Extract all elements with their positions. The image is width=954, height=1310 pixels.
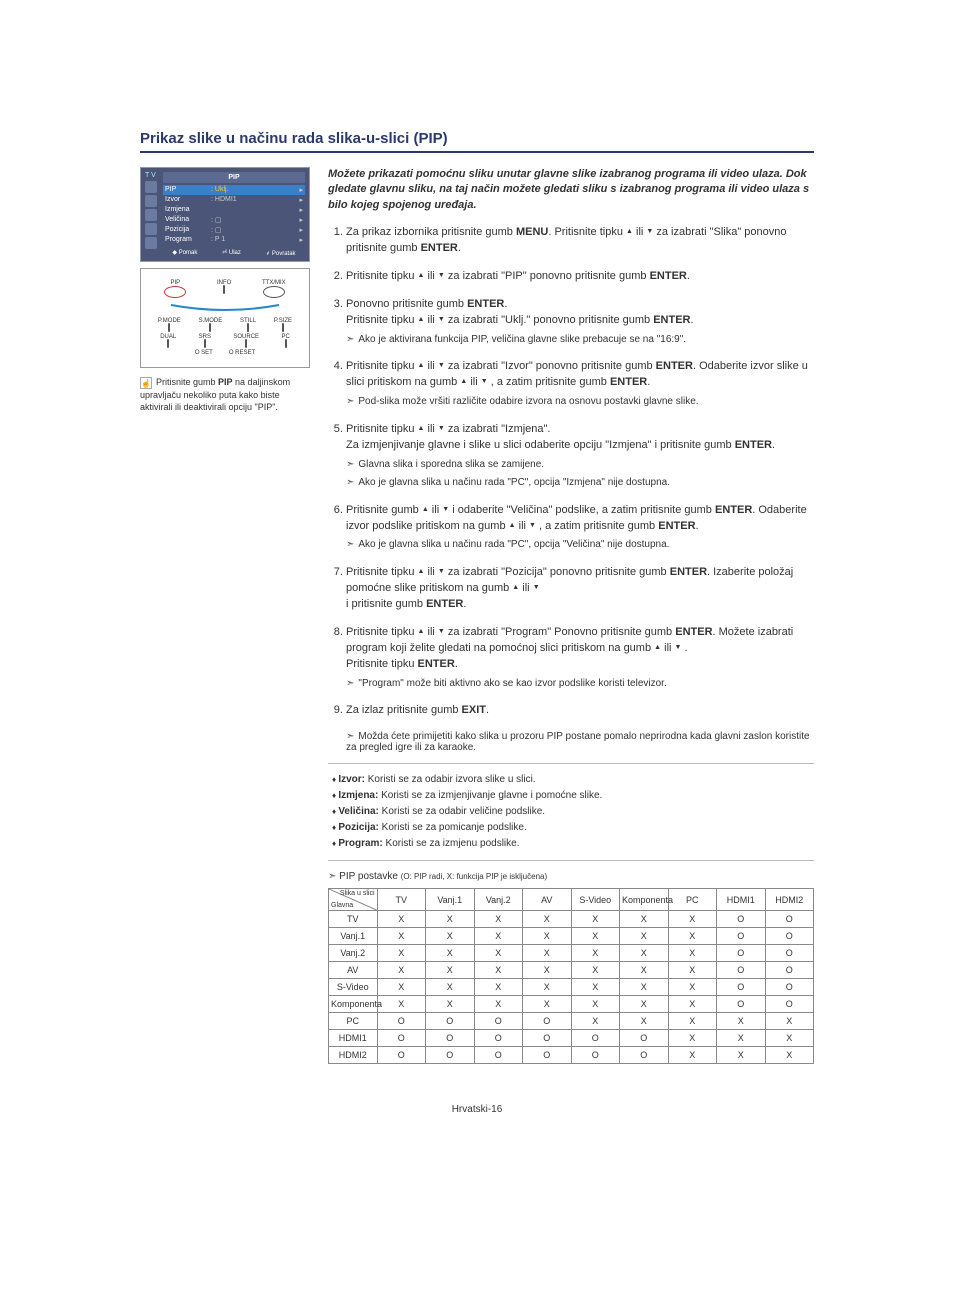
step-item: Pritisnite tipku ili za izabrati "Izvor"… [346,359,814,409]
page-footer: Hrvatski-16 [140,1104,814,1115]
menu-icon [145,195,157,207]
table-row: TVXXXXXXXOO [329,911,814,928]
menu-icon [145,209,157,221]
table-row: Vanj.1XXXXXXXOO [329,928,814,945]
definition-row: Program: Koristi se za izmjenu podslike. [332,836,810,852]
table-col-header: TV [377,889,426,911]
osd-footer: ◆ Pomak ⏎ Ulaz ⸙ Povratak [163,249,305,257]
table-row: S-VideoXXXXXXXOO [329,979,814,996]
definition-row: Izmjena: Koristi se za izmjenjivanje gla… [332,788,810,804]
table-col-header: Vanj.2 [474,889,523,911]
note-text: ☝Pritisnite gumb PIP na daljinskom uprav… [140,376,310,414]
right-column: Možete prikazati pomoćnu sliku unutar gl… [328,167,814,1064]
step-item: Pritisnite tipku ili za izabrati "Izmjen… [346,422,814,491]
content: T V PIP PIP: Uklj.▸Izvor: HDMI1▸Izmjena▸… [140,167,814,1064]
step-item: Za prikaz izbornika pritisnite gumb MENU… [346,225,814,257]
table-title: PIP postavke (O: PIP radi, X: funkcija P… [328,871,814,882]
remote-btn: O SET [195,350,213,356]
osd-menu: T V PIP PIP: Uklj.▸Izvor: HDMI1▸Izmjena▸… [140,167,310,262]
osd-panel-title: PIP [163,172,305,183]
intro-text: Možete prikazati pomoćnu sliku unutar gl… [328,167,814,213]
step-item: Pritisnite gumb ili i odaberite "Veličin… [346,503,814,553]
osd-footer-move: ◆ Pomak [172,249,197,257]
table-row: PCOOOOXXXXX [329,1013,814,1030]
definition-row: Pozicija: Koristi se za pomicanje podsli… [332,820,810,836]
osd-footer-enter: ⏎ Ulaz [222,249,241,257]
note-part: Pritisnite gumb [156,377,218,387]
step-item: Pritisnite tipku ili za izabrati "Progra… [346,625,814,691]
table-row: KomponentaXXXXXXXOO [329,996,814,1013]
table-title-text: PIP postavke [339,871,401,882]
table-col-header: Komponenta [620,889,669,911]
definition-row: Veličina: Koristi se za odabir veličine … [332,804,810,820]
table-col-header: HDMI2 [765,889,814,911]
step-item: Pritisnite tipku ili za izabrati "Pozici… [346,565,814,613]
menu-icon [145,237,157,249]
remote-diagram: PIP INFO TTX/MIX P.MODE S.MODE STILL P.S… [140,268,310,368]
table-col-header: PC [668,889,717,911]
step-item: Za izlaz pritisnite gumb EXIT. [346,703,814,719]
table-col-header: AV [523,889,572,911]
note-bold: PIP [218,377,233,387]
step-item: Ponovno pritisnite gumb ENTER.Pritisnite… [346,297,814,347]
table-col-header: Vanj.1 [426,889,475,911]
pip-table: Slika u sliciGlavnaTVVanj.1Vanj.2AVS-Vid… [328,888,814,1064]
tv-header: T V [145,172,159,179]
remote-line-icon [165,303,285,313]
left-column: T V PIP PIP: Uklj.▸Izvor: HDMI1▸Izmjena▸… [140,167,310,1064]
remote-btn: O RESET [229,350,255,356]
definitions-box: Izvor: Koristi se za odabir izvora slike… [328,763,814,861]
table-col-header: HDMI1 [717,889,766,911]
table-legend: (O: PIP radi, X: funkcija PIP je isključ… [401,872,547,881]
table-col-header: S-Video [571,889,620,911]
step-item: Pritisnite tipku ili za izabrati "PIP" p… [346,269,814,285]
page-title: Prikaz slike u načinu rada slika-u-slici… [140,130,814,153]
hand-icon: ☝ [140,377,152,389]
table-row: AVXXXXXXXOO [329,962,814,979]
steps-list: Za prikaz izbornika pritisnite gumb MENU… [328,225,814,719]
table-row: Vanj.2XXXXXXXOO [329,945,814,962]
menu-icon [145,223,157,235]
table-row: HDMI2OOOOOOXXX [329,1047,814,1064]
table-row: HDMI1OOOOOOXXX [329,1030,814,1047]
menu-icon [145,181,157,193]
definition-row: Izvor: Koristi se za odabir izvora slike… [332,772,810,788]
osd-footer-back: ⸙ Povratak [266,249,296,257]
